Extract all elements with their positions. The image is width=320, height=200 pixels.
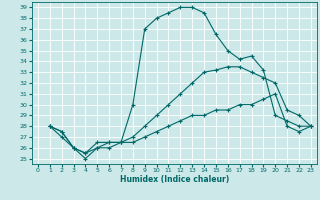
X-axis label: Humidex (Indice chaleur): Humidex (Indice chaleur) (120, 175, 229, 184)
